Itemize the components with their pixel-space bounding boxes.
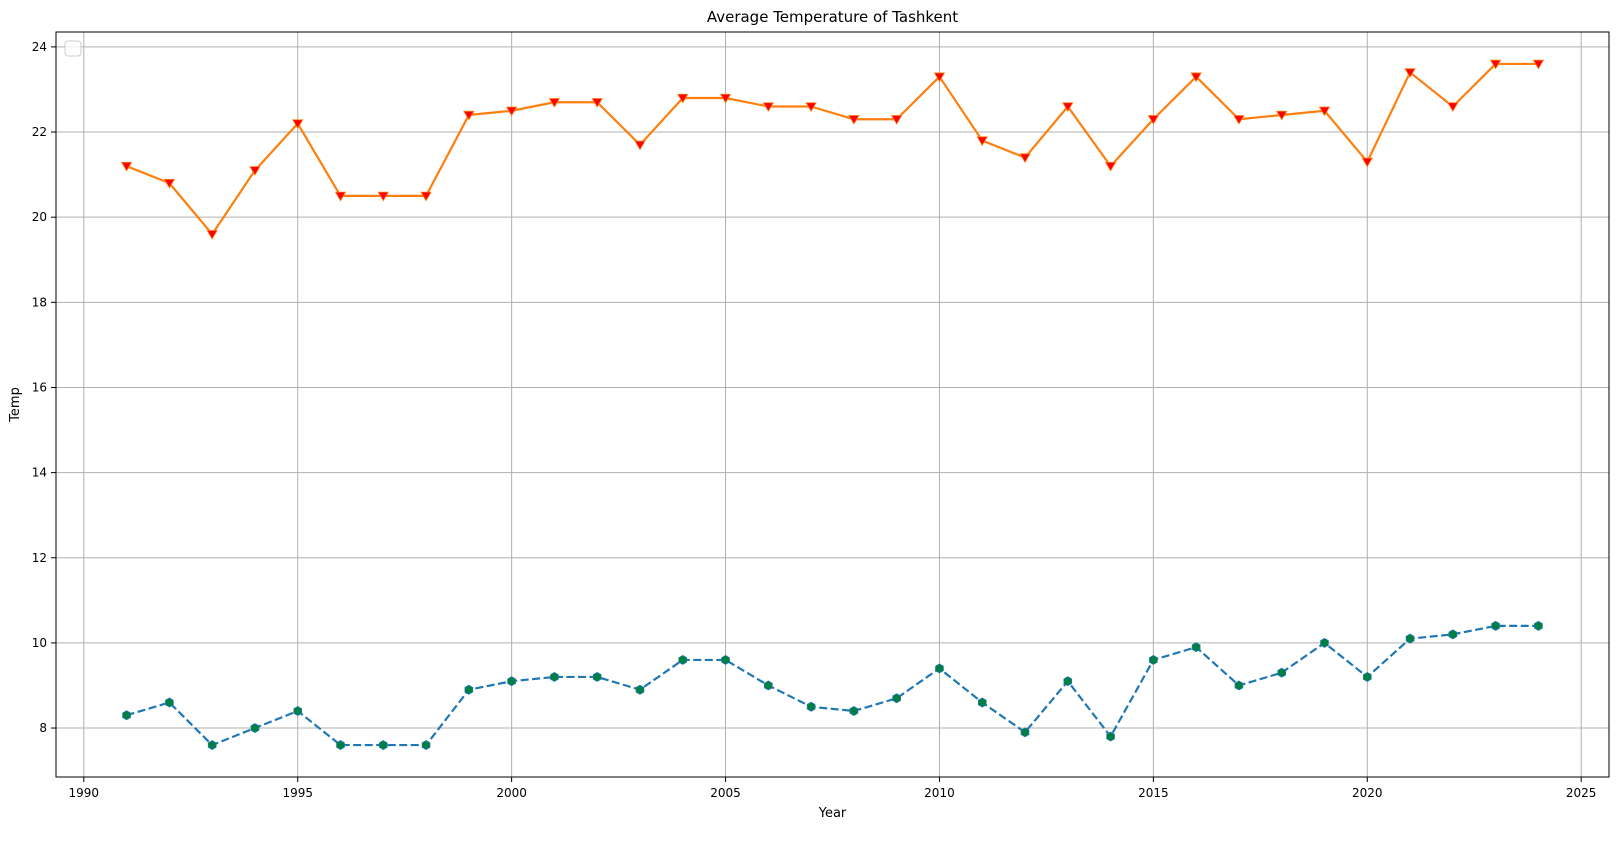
data-point bbox=[591, 98, 603, 108]
data-point bbox=[1318, 106, 1331, 117]
data-point bbox=[935, 663, 944, 674]
y-tick-label: 10 bbox=[32, 636, 47, 650]
data-point bbox=[1489, 59, 1502, 70]
data-point bbox=[764, 680, 773, 691]
data-point bbox=[1234, 680, 1244, 691]
data-point bbox=[421, 740, 431, 751]
data-point bbox=[1276, 110, 1288, 121]
data-point bbox=[463, 110, 475, 121]
data-point bbox=[1404, 68, 1416, 78]
plot-area bbox=[55, 31, 1610, 778]
data-point bbox=[892, 693, 901, 704]
chart-title: Average Temperature of Tashkent bbox=[707, 8, 958, 26]
axis-ticks: 1990 1995 2000 2005 2010 2015 2020 2025 8 10 12 14 1… bbox=[32, 40, 1597, 800]
data-point bbox=[336, 740, 345, 751]
data-point bbox=[206, 230, 218, 240]
x-tick-label: 2025 bbox=[1566, 786, 1597, 800]
data-point bbox=[976, 136, 988, 147]
x-tick-label: 1990 bbox=[69, 786, 100, 800]
x-axis-label: Year bbox=[818, 806, 847, 821]
data-point bbox=[1534, 620, 1543, 631]
data-point bbox=[806, 701, 816, 712]
data-point bbox=[378, 740, 388, 751]
data-point bbox=[550, 671, 559, 682]
data-point bbox=[977, 697, 987, 708]
y-axis-label: Temp bbox=[8, 387, 23, 423]
data-point bbox=[420, 191, 432, 202]
data-point bbox=[1277, 667, 1287, 678]
data-point bbox=[635, 684, 645, 695]
data-point bbox=[1320, 637, 1329, 648]
data-point bbox=[1147, 115, 1160, 125]
data-point bbox=[1062, 102, 1074, 113]
data-point bbox=[249, 166, 261, 176]
data-point bbox=[1532, 59, 1545, 70]
legend-box bbox=[64, 40, 82, 57]
data-point bbox=[805, 102, 817, 113]
data-point bbox=[334, 191, 347, 202]
y-tick-label: 14 bbox=[32, 466, 47, 480]
data-point bbox=[1447, 102, 1459, 113]
data-point bbox=[1106, 731, 1115, 742]
data-point bbox=[1405, 633, 1415, 644]
series-layer bbox=[120, 59, 1545, 751]
x-tick-label: 2015 bbox=[1138, 786, 1169, 800]
data-point bbox=[293, 706, 303, 716]
data-point bbox=[507, 676, 516, 687]
x-tick-label: 2000 bbox=[496, 786, 527, 800]
data-point bbox=[762, 102, 775, 113]
y-tick-label: 8 bbox=[39, 721, 47, 735]
data-point bbox=[464, 684, 474, 695]
data-point bbox=[1190, 72, 1202, 83]
data-point bbox=[634, 140, 646, 151]
x-tick-label: 2020 bbox=[1352, 786, 1383, 800]
series-line bbox=[126, 624, 1539, 747]
y-tick-label: 16 bbox=[32, 380, 47, 394]
data-point bbox=[677, 93, 689, 104]
data-point bbox=[1149, 654, 1158, 665]
grid bbox=[56, 32, 1609, 777]
data-point bbox=[122, 710, 131, 721]
data-point bbox=[592, 671, 602, 682]
data-point bbox=[548, 98, 561, 108]
data-point bbox=[719, 93, 732, 104]
data-point bbox=[678, 654, 688, 665]
data-point bbox=[721, 654, 730, 665]
data-point bbox=[849, 706, 859, 716]
data-point bbox=[165, 697, 174, 708]
series-line bbox=[126, 62, 1539, 236]
data-point bbox=[1361, 157, 1373, 168]
data-point bbox=[1063, 676, 1073, 687]
data-point bbox=[1491, 620, 1500, 631]
data-point bbox=[292, 119, 304, 130]
x-tick-label: 2005 bbox=[710, 786, 741, 800]
series-1 bbox=[122, 620, 1543, 751]
data-point bbox=[163, 178, 176, 189]
data-point bbox=[120, 161, 133, 172]
data-point bbox=[207, 740, 217, 751]
y-tick-label: 24 bbox=[32, 40, 47, 54]
y-tick-label: 18 bbox=[32, 295, 47, 309]
data-point bbox=[1191, 642, 1201, 653]
data-point bbox=[1448, 629, 1458, 640]
data-point bbox=[933, 72, 946, 83]
data-point bbox=[1362, 671, 1372, 682]
data-point bbox=[848, 115, 860, 125]
y-tick-label: 22 bbox=[32, 125, 47, 139]
data-point bbox=[1020, 727, 1030, 738]
series-0 bbox=[120, 59, 1545, 240]
x-tick-label: 1995 bbox=[282, 786, 313, 800]
data-point bbox=[250, 723, 260, 734]
data-point bbox=[1019, 153, 1031, 164]
data-point bbox=[377, 191, 389, 202]
data-point bbox=[1233, 115, 1245, 125]
y-tick-label: 12 bbox=[32, 551, 47, 565]
data-point bbox=[1104, 161, 1117, 172]
data-point bbox=[505, 106, 518, 117]
y-tick-label: 20 bbox=[32, 210, 47, 224]
x-tick-label: 2010 bbox=[924, 786, 955, 800]
data-point bbox=[890, 115, 903, 125]
